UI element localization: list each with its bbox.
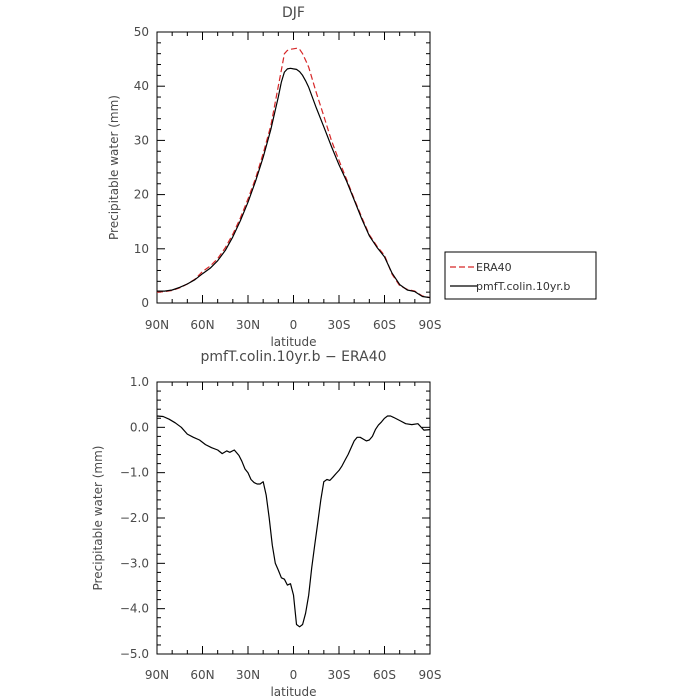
y-tick-label: 0	[141, 296, 149, 310]
chart-panel-top: DJF 90N 60N 30N 0 30S 60S 90S 0 10 20 30 40 50 latitud…	[107, 5, 597, 349]
y-tick-label: −1.0	[120, 466, 149, 480]
x-tick-label: 0	[290, 318, 298, 332]
y-tick-label: 1.0	[130, 375, 149, 389]
y-tick-label: 20	[134, 188, 149, 202]
legend-entry: ERA40	[476, 261, 512, 274]
x-tick-label: 60N	[190, 668, 214, 682]
legend-entry: pmfT.colin.10yr.b	[476, 280, 570, 293]
plot-frame	[156, 381, 431, 655]
x-axis-label: latitude	[270, 685, 316, 699]
plot-frame	[156, 31, 431, 304]
y-tick-label: 0.0	[130, 420, 149, 434]
x-tick-label: 60N	[190, 318, 214, 332]
y-tick-label: −3.0	[120, 556, 149, 570]
series-line-difference	[156, 415, 431, 628]
x-tick-label: 60S	[373, 668, 396, 682]
y-axis-label: Precipitable water (mm)	[91, 446, 105, 591]
x-tick-label: 90S	[419, 668, 442, 682]
series-line-era40	[156, 47, 431, 299]
y-tick-label: 40	[134, 79, 149, 93]
y-tick-label: 10	[134, 242, 149, 256]
x-tick-label: 30N	[236, 668, 260, 682]
y-tick-label: 50	[134, 25, 149, 39]
x-tick-label: 0	[290, 668, 298, 682]
y-tick-label: 30	[134, 133, 149, 147]
chart-panel-bottom: pmfT.colin.10yr.b − ERA40 90N 60N 30N 0 30S 60…	[91, 349, 441, 699]
x-tick-label: 60S	[373, 318, 396, 332]
x-tick-label: 90N	[145, 668, 169, 682]
legend: ERA40 pmfT.colin.10yr.b	[444, 251, 597, 300]
chart-title: pmfT.colin.10yr.b − ERA40	[200, 349, 386, 365]
y-axis-label: Precipitable water (mm)	[107, 95, 121, 240]
y-tick-label: −5.0	[120, 647, 149, 661]
x-tick-label: 30N	[236, 318, 260, 332]
series-line-pmft-colin-10yr-b	[157, 67, 431, 299]
y-tick-label: −4.0	[120, 602, 149, 616]
chart-title: DJF	[282, 5, 305, 21]
x-tick-label: 30S	[328, 318, 351, 332]
x-tick-label: 30S	[328, 668, 351, 682]
y-tick-label: −2.0	[120, 511, 149, 525]
x-tick-label: 90S	[419, 318, 442, 332]
legend-box	[444, 251, 597, 300]
x-axis-label: latitude	[270, 335, 316, 349]
x-tick-label: 90N	[145, 318, 169, 332]
